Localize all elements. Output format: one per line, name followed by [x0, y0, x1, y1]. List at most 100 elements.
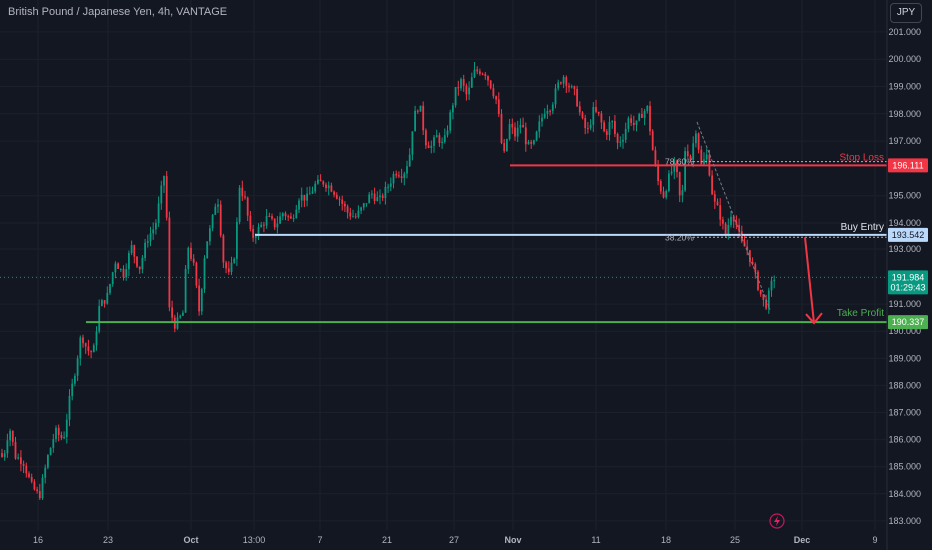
candle-body	[227, 268, 230, 272]
candle-body	[668, 173, 670, 191]
candle-body	[678, 172, 681, 196]
candle-body	[541, 117, 543, 122]
candle-body	[319, 179, 322, 182]
candle-body	[236, 221, 238, 259]
candle-body	[252, 228, 254, 238]
candle-body	[222, 235, 225, 263]
candle-body	[354, 216, 357, 218]
y-tick-label: 187.000	[888, 408, 921, 418]
candle-body	[465, 85, 468, 95]
candle-body	[290, 216, 292, 219]
candle-body	[184, 268, 187, 313]
candle-body	[454, 87, 457, 106]
candle-body	[416, 110, 419, 112]
candle-body	[101, 300, 103, 307]
candle-body	[173, 317, 176, 329]
candle-body	[55, 427, 57, 440]
candle-body	[346, 206, 349, 213]
candle-body	[90, 351, 92, 353]
candles-layer	[1, 61, 776, 500]
candle-body	[349, 212, 352, 217]
candle-body	[136, 256, 138, 267]
candle-body	[335, 194, 338, 199]
candle-body	[711, 175, 713, 195]
candle-body	[408, 154, 411, 167]
y-tick-label: 197.000	[888, 136, 921, 146]
candle-body	[327, 185, 330, 189]
lightning-icon[interactable]	[769, 513, 785, 529]
candle-body	[33, 481, 36, 490]
time-axis[interactable]: 16 23 Oct 13:00 7 21 27 Nov 11 18 25 Dec 9	[33, 535, 878, 545]
candle-body	[657, 165, 659, 182]
candle-body	[265, 216, 268, 226]
y-tick-label: 201.000	[888, 27, 921, 37]
projection-arrow[interactable]	[804, 237, 815, 324]
candle-body	[632, 122, 635, 126]
candle-body	[543, 113, 546, 118]
x-tick-label: 18	[661, 535, 671, 545]
annotations-layer: Stop Loss Buy Entry Take Profit 78.60% 38.20…	[0, 121, 887, 529]
candle-body	[398, 175, 400, 177]
candle-body	[36, 489, 38, 491]
candle-body	[200, 289, 203, 312]
candle-body	[373, 193, 376, 201]
x-tick-label: 21	[382, 535, 392, 545]
y-tick-label: 200.000	[888, 54, 921, 64]
candle-body	[473, 69, 476, 78]
y-tick-label: 189.000	[888, 353, 921, 363]
candle-body	[722, 219, 724, 224]
candle-body	[735, 221, 738, 225]
candle-body	[470, 77, 473, 88]
currency-button[interactable]: JPY	[890, 3, 922, 23]
y-tick-label: 188.000	[888, 380, 921, 390]
candle-body	[254, 236, 257, 238]
candle-body	[584, 117, 587, 129]
candle-body	[460, 79, 462, 89]
candle-body	[597, 111, 600, 114]
candle-body	[217, 204, 219, 207]
candle-body	[338, 198, 341, 200]
candle-body	[273, 218, 276, 228]
candle-body	[568, 85, 570, 88]
y-tick-label: 193.000	[888, 244, 921, 254]
candle-body	[65, 419, 68, 438]
candle-body	[306, 193, 308, 201]
candle-body	[600, 113, 603, 123]
candle-body	[546, 110, 549, 114]
candle-body	[638, 114, 641, 121]
candle-body	[562, 77, 565, 84]
candle-body	[411, 131, 414, 155]
candle-body	[538, 121, 541, 132]
candle-body	[360, 207, 362, 211]
candle-body	[622, 139, 624, 142]
candle-body	[179, 315, 182, 318]
candle-body	[430, 145, 433, 148]
fib-trend-line[interactable]	[696, 121, 771, 310]
price-axis[interactable]: 183.000 184.000 185.000 186.000 187.000 188.0…	[888, 27, 921, 526]
candle-body	[400, 176, 403, 179]
candle-body	[670, 171, 673, 174]
candle-body	[560, 82, 562, 84]
candle-body	[630, 118, 632, 123]
candle-body	[87, 346, 90, 352]
candle-body	[138, 266, 141, 270]
candle-body	[603, 122, 605, 132]
y-tick-label: 183.000	[888, 516, 921, 526]
candle-body	[762, 294, 765, 300]
candle-body	[233, 258, 236, 263]
candle-body	[765, 299, 767, 309]
candle-body	[211, 214, 214, 229]
candle-body	[476, 69, 479, 72]
candle-body	[157, 203, 160, 223]
candle-body	[452, 105, 454, 113]
candle-body	[311, 191, 314, 194]
candle-body	[260, 224, 263, 228]
candle-body	[9, 430, 11, 441]
candle-body	[519, 125, 522, 128]
candle-body	[425, 130, 427, 146]
candle-body	[557, 82, 560, 89]
candle-body	[300, 194, 303, 201]
candle-body	[433, 137, 435, 146]
candle-body	[684, 151, 686, 191]
